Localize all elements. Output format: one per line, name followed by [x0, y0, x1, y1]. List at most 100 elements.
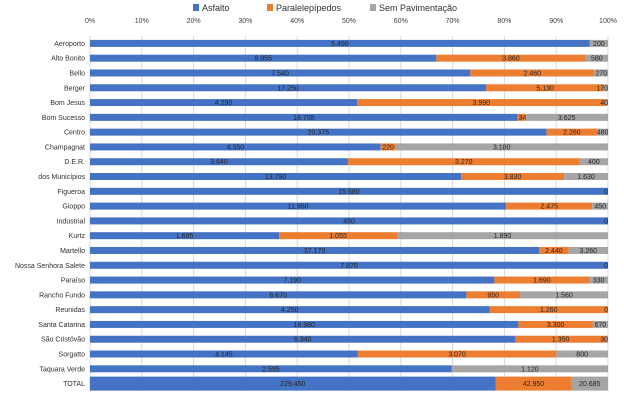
- data-label: 8.955: [254, 56, 272, 63]
- data-label: 340: [519, 115, 531, 122]
- bar-segment: [494, 276, 590, 284]
- bar-segment: [525, 113, 608, 121]
- category-label: Taquara Verde: [39, 366, 85, 373]
- bar-segment: [589, 276, 608, 284]
- data-label: 330: [593, 278, 605, 285]
- category-label: Gioppo: [62, 204, 85, 211]
- bar-segment: [90, 365, 452, 373]
- data-label: 20.685: [579, 381, 601, 388]
- bar-segment: [436, 54, 586, 62]
- data-label: 1.350: [552, 337, 570, 344]
- data-label: 1.260: [540, 307, 558, 314]
- bar-segment: [571, 376, 608, 391]
- bar-segment: [592, 202, 608, 210]
- data-label: 480: [597, 130, 609, 137]
- data-label: 480: [343, 218, 355, 225]
- bar-segment: [506, 202, 593, 210]
- bar-segment: [594, 69, 608, 77]
- legend-label-2: Sem Pavimentação: [379, 3, 457, 13]
- data-label: 200: [593, 41, 605, 48]
- category-label: Sorgatto: [59, 352, 86, 359]
- data-label: 4.145: [215, 352, 233, 359]
- bar-segment: [605, 335, 608, 343]
- bar-segment: [579, 158, 608, 166]
- category-label: Rancho Fundo: [39, 292, 85, 299]
- data-label: 1.695: [176, 233, 194, 240]
- legend-label-1: Paralelepípedos: [276, 3, 342, 13]
- category-label: Berger: [64, 85, 86, 92]
- data-label: 18.980: [293, 322, 315, 329]
- category-label: Aeroporto: [54, 41, 85, 48]
- data-label: 5.130: [536, 85, 554, 92]
- x-tick-label: 20%: [187, 18, 201, 25]
- bar-segment: [451, 365, 608, 373]
- data-label: 1.055: [329, 233, 347, 240]
- bar-segment: [90, 350, 358, 358]
- category-label: Bello: [69, 70, 85, 77]
- bar-segment: [517, 113, 526, 121]
- bar-segment: [395, 143, 608, 151]
- category-label: Industrial: [57, 218, 86, 225]
- data-label: 11.950: [288, 204, 309, 211]
- data-label: 0: [604, 263, 608, 270]
- bar-segment: [519, 291, 608, 299]
- data-label: 7.870: [340, 263, 358, 270]
- bar-segment: [539, 246, 569, 254]
- data-label: 1.120: [521, 366, 539, 373]
- data-label: 2.460: [524, 70, 542, 77]
- category-label: D.E.R.: [64, 159, 85, 166]
- data-label: 1.560: [555, 292, 573, 299]
- x-tick-label: 70%: [446, 18, 460, 25]
- bar-segment: [90, 261, 608, 269]
- x-tick-label: 30%: [238, 18, 252, 25]
- bar-segment: [380, 143, 396, 151]
- bar-segment: [556, 350, 608, 358]
- data-label: 170: [596, 85, 608, 92]
- bar-segment: [589, 39, 608, 47]
- data-label: 7.540: [271, 70, 289, 77]
- category-label: Santa Catarina: [38, 322, 85, 329]
- bar-segment: [90, 276, 495, 284]
- category-label: Reunidas: [55, 307, 85, 314]
- category-label: Bom Sucesso: [42, 115, 85, 122]
- data-label: 18.755: [293, 115, 315, 122]
- bar-segment: [90, 158, 348, 166]
- bar-segment: [495, 376, 572, 391]
- data-label: 15.680: [338, 189, 360, 196]
- bar-segment: [90, 232, 280, 240]
- data-label: 229.450: [280, 381, 305, 388]
- legend-label-0: Asfalto: [202, 3, 230, 13]
- bar-segment: [597, 128, 608, 136]
- bar-segment: [90, 113, 518, 121]
- data-label: 220: [382, 144, 394, 151]
- category-label: TOTAL: [63, 381, 85, 388]
- data-label: 3.270: [455, 159, 473, 166]
- data-label: 3.070: [448, 352, 466, 359]
- bar-segment: [357, 99, 606, 107]
- category-label: Martello: [60, 248, 85, 255]
- legend-swatch-2: [370, 4, 376, 11]
- data-label: 13.790: [265, 174, 287, 181]
- data-label: 2.440: [545, 248, 563, 255]
- bar-segment: [90, 187, 608, 195]
- category-label: São Cristóvão: [41, 337, 85, 344]
- data-label: 670: [595, 322, 607, 329]
- bar-segment: [90, 320, 519, 328]
- data-label: 20.375: [308, 130, 330, 137]
- data-label: 4.350: [227, 144, 245, 151]
- category-label: Centro: [64, 130, 85, 137]
- data-label: 5.490: [331, 41, 349, 48]
- bar-segment: [90, 306, 490, 314]
- x-tick-label: 90%: [549, 18, 563, 25]
- data-label: 4.250: [281, 307, 299, 314]
- data-label: 800: [576, 352, 588, 359]
- data-label: 7.190: [283, 278, 301, 285]
- legend-swatch-1: [267, 4, 273, 11]
- bar-segment: [90, 54, 437, 62]
- data-label: 3.860: [502, 56, 520, 63]
- data-label: 3.625: [558, 115, 576, 122]
- bar-segment: [90, 376, 496, 391]
- bar-segment: [90, 202, 507, 210]
- data-label: 42.950: [523, 381, 545, 388]
- data-label: 270: [595, 70, 607, 77]
